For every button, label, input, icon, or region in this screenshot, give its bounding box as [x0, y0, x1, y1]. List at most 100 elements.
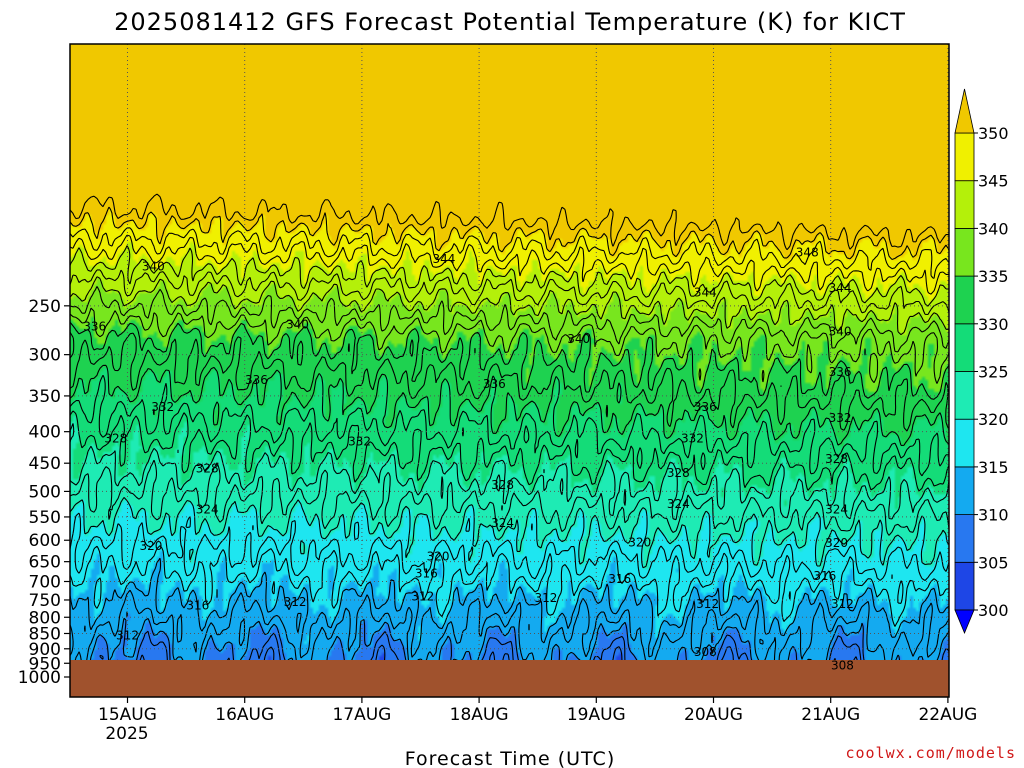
- contour-326: [70, 410, 949, 492]
- contour-label: 328: [196, 462, 219, 476]
- colorbar-swatch: [954, 371, 975, 420]
- chart-title: 2025081412 GFS Forecast Potential Temper…: [114, 8, 906, 36]
- contour-label: 328: [667, 466, 690, 480]
- contour-label: 336: [245, 373, 268, 387]
- colorbar-swatch: [954, 227, 975, 277]
- x-tick-label: 16AUG: [215, 705, 274, 725]
- contour-label: 324: [825, 503, 848, 517]
- colorbar-top-arrow: [954, 88, 975, 134]
- contour-312: [70, 589, 949, 679]
- colorbar-label: 330: [978, 315, 1009, 334]
- y-tick-label: 950: [29, 654, 61, 674]
- colorbar-swatch: [954, 275, 975, 325]
- colorbar-label: 340: [978, 219, 1009, 238]
- contour-label: 328: [825, 452, 848, 466]
- contour-316: [70, 545, 949, 627]
- colorbar-swatch: [954, 514, 975, 563]
- colorbar-label: 320: [978, 410, 1009, 429]
- colorbar-label: 305: [978, 553, 1009, 572]
- contour-label: 316: [813, 569, 836, 583]
- contour-label: 312: [831, 597, 854, 611]
- contour-340: [70, 276, 949, 336]
- contour-label: 340: [829, 324, 852, 338]
- contour-label: 316: [415, 567, 438, 581]
- contour-label: 324: [196, 503, 219, 517]
- contour-label: 324: [491, 516, 514, 530]
- colorbar: 350 345 340 335 330 325 320 315 310 305 300: [954, 88, 1009, 635]
- y-tick-label: 1000: [18, 668, 61, 688]
- x-tick-label: 19AUG: [567, 705, 626, 725]
- y-tick-label: 250: [29, 297, 61, 317]
- colorbar-label: 345: [978, 172, 1009, 191]
- contour-314: [70, 557, 949, 659]
- y-axis: 2503003504004505005506006507007508008509…: [18, 297, 70, 688]
- contour-344: [70, 245, 949, 307]
- contour-342: [70, 269, 949, 316]
- colorbar-label: 350: [978, 124, 1009, 143]
- y-tick-label: 600: [29, 531, 61, 551]
- contour-label: 344: [694, 286, 717, 300]
- contour-label: 312: [411, 589, 434, 603]
- contour-label: 308: [831, 659, 854, 673]
- colorbar-swatch: [954, 418, 975, 468]
- contour-318: [70, 512, 949, 604]
- contour-label: 336: [83, 319, 106, 333]
- colorbar-swatch: [954, 323, 975, 372]
- contour-350: [70, 206, 949, 261]
- y-tick-label: 800: [29, 608, 61, 628]
- y-tick-label: 700: [29, 573, 61, 593]
- contour-label: 336: [694, 400, 717, 414]
- x-tick-label: 18AUG: [450, 705, 509, 725]
- y-tick-label: 850: [29, 624, 61, 644]
- colorbar-label: 335: [978, 267, 1009, 286]
- colorbar-swatch: [954, 466, 975, 515]
- colorbar-label: 315: [978, 458, 1009, 477]
- colorbar-swatch: [954, 132, 975, 182]
- contour-label: 332: [829, 411, 852, 425]
- x-tick-label: 17AUG: [332, 705, 391, 725]
- y-tick-label: 350: [29, 387, 61, 407]
- x-tick-label: 20AUG: [684, 705, 743, 725]
- contour-label: 340: [142, 260, 165, 274]
- contour-label: 332: [151, 400, 174, 414]
- contour-324: [70, 423, 949, 521]
- x-axis-title: Forecast Time (UTC): [405, 748, 615, 768]
- contour-label: 320: [427, 549, 450, 563]
- contour-label: 312: [284, 595, 307, 609]
- y-tick-label: 650: [29, 553, 61, 573]
- contour-336: [70, 307, 949, 384]
- contour-label: 336: [483, 377, 506, 391]
- ground-below-surface: [70, 660, 949, 697]
- plot-frame: [69, 43, 950, 698]
- contour-label: 308: [694, 645, 717, 659]
- contour-320: [70, 497, 949, 569]
- contour-352: [70, 193, 949, 251]
- contour-label: 328: [491, 478, 514, 492]
- credit-text: coolwx.com/models: [845, 744, 1016, 762]
- x-tick-label: 15AUG: [98, 705, 157, 725]
- contour-330: [70, 364, 949, 446]
- contour-332: [70, 331, 949, 432]
- contour-label: 320: [825, 536, 848, 550]
- y-tick-label: 750: [29, 591, 61, 611]
- contour-labels: 340 344 348 344 344 336 340 340 340 336 336 336 336 3…: [83, 246, 854, 673]
- colorbar-bottom-arrow: [954, 609, 975, 635]
- colorbar-swatch: [954, 561, 975, 611]
- contour-label: 328: [104, 431, 127, 445]
- y-tick-label: 550: [29, 508, 61, 528]
- contour-label: 348: [796, 246, 819, 260]
- contour-label: 320: [139, 539, 162, 553]
- colorbar-swatch: [954, 180, 975, 229]
- contour-label: 340: [286, 317, 309, 331]
- contour-label: 332: [348, 435, 371, 449]
- x-tick-label: 22AUG: [918, 705, 977, 725]
- contour-label: 312: [696, 597, 719, 611]
- y-tick-label: 500: [29, 482, 61, 502]
- x-axis: 15AUG 16AUG 17AUG 18AUG 19AUG 20AUG 21AUG 22AUG: [98, 697, 977, 725]
- contour-label: 336: [829, 365, 852, 379]
- contour-346: [70, 234, 949, 295]
- contour-label: 320: [628, 535, 651, 549]
- y-tick-label: 450: [29, 454, 61, 474]
- y-tick-label: 900: [29, 640, 61, 660]
